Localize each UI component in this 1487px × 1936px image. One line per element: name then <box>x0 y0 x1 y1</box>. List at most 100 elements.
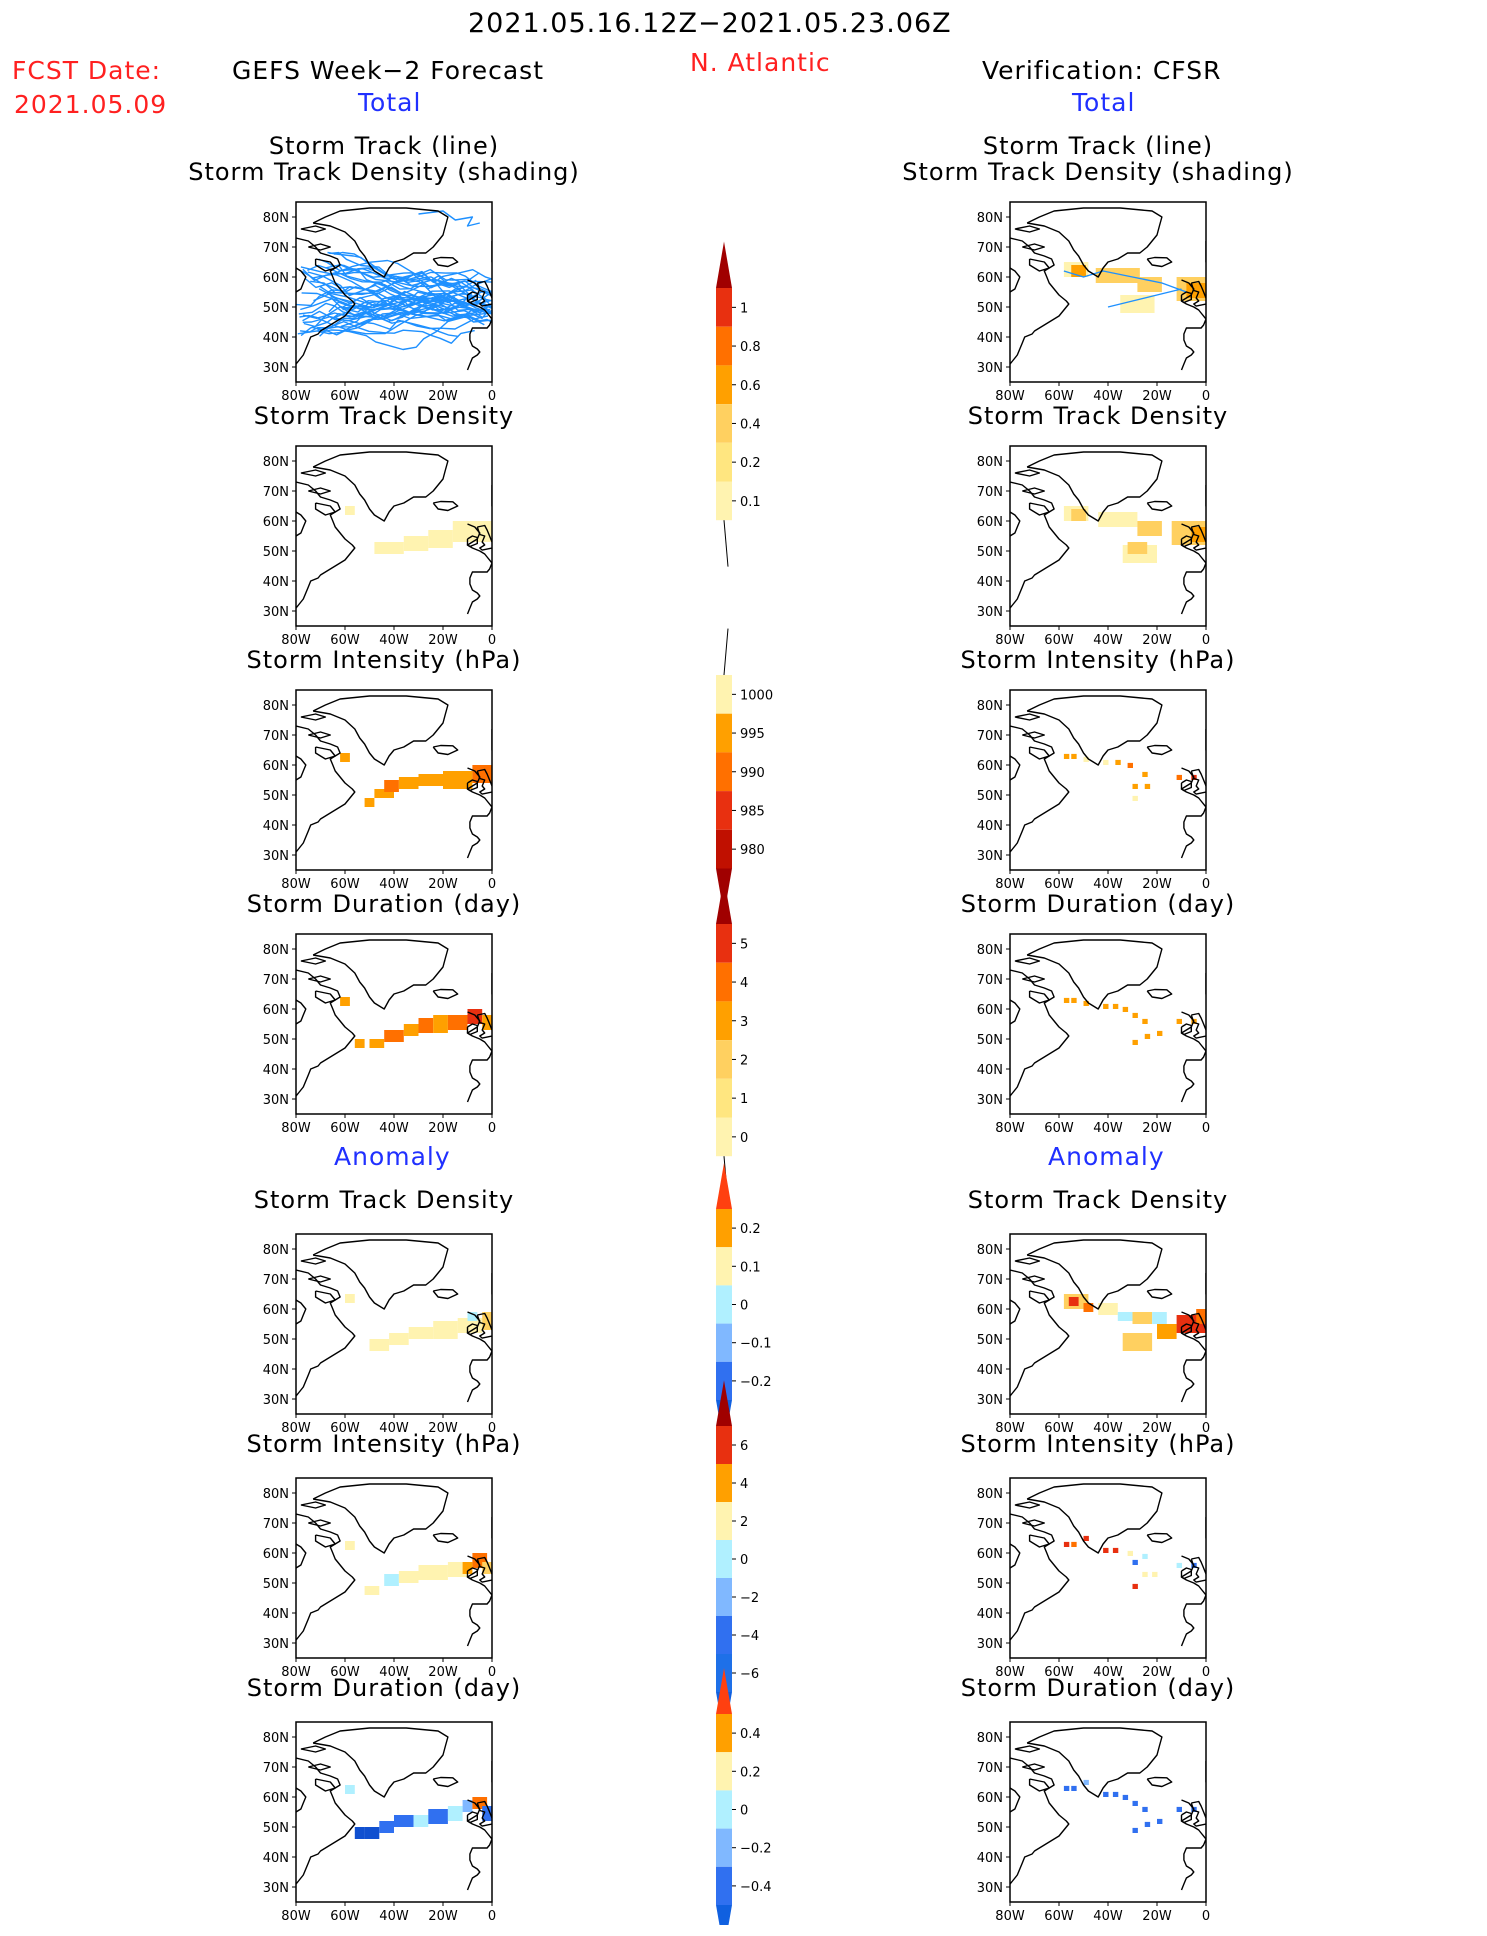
x-tick-label: 40W <box>1093 633 1123 648</box>
shaded-cell <box>443 771 473 789</box>
x-tick-label: 60W <box>1044 1121 1074 1136</box>
map-fcst-duration: 80W 60W 40W 20W 0 80N 70N 60N 50N 40N 30N <box>263 933 496 1136</box>
shaded-cell <box>1142 1571 1148 1577</box>
right-total-label: Total <box>1072 88 1136 117</box>
y-tick-label: 30N <box>263 1637 289 1652</box>
colorbar-label: 985 <box>740 804 765 819</box>
colorbar-label: 5 <box>740 937 748 952</box>
y-tick-label: 30N <box>977 1093 1003 1108</box>
map-fcst-track: 80W 60W 40W 20W 0 80N 70N 60N 50N 40N 30N <box>263 201 496 404</box>
y-tick-label: 60N <box>263 1303 289 1318</box>
colorbar-label: 1 <box>740 1092 748 1107</box>
x-tick-label: 40W <box>1093 1909 1123 1924</box>
shaded-cell <box>1071 509 1086 521</box>
x-tick-label: 80W <box>995 633 1025 648</box>
y-tick-label: 30N <box>263 361 289 376</box>
colorbar-label: 0.2 <box>740 1222 761 1237</box>
shaded-cell <box>364 1827 380 1839</box>
x-tick-label: 60W <box>1044 389 1074 404</box>
title-l1b: Storm Track Density (shading) <box>188 158 580 186</box>
colorbar-label: 2 <box>740 1053 748 1068</box>
y-tick-label: 70N <box>977 241 1003 256</box>
shaded-cell <box>1083 1779 1089 1785</box>
shaded-cell <box>482 1562 492 1574</box>
y-tick-label: 30N <box>263 605 289 620</box>
y-tick-label: 30N <box>977 1393 1003 1408</box>
shaded-cell <box>1063 997 1070 1003</box>
shaded-cell <box>345 506 355 515</box>
forecast-period: 2021.05.16.12Z−2021.05.23.06Z <box>468 8 952 39</box>
x-tick-label: 0 <box>1202 1121 1210 1136</box>
x-tick-label: 0 <box>1202 1665 1210 1680</box>
title-r1a: Storm Track (line) <box>982 132 1214 160</box>
map-fcst-intensity-anomaly: 80W 60W 40W 20W 0 80N 70N 60N 50N 40N 30N <box>263 1477 496 1680</box>
colorbar-segment <box>716 1464 732 1502</box>
x-tick-label: 20W <box>1142 1909 1172 1924</box>
colorbar-segment <box>716 1040 732 1079</box>
x-tick-label: 0 <box>488 1665 496 1680</box>
map-obs-density: 80W 60W 40W 20W 0 80N 70N 60N 50N 40N 30N <box>977 445 1210 648</box>
x-tick-label: 60W <box>1044 1421 1074 1436</box>
y-tick-label: 60N <box>263 1547 289 1562</box>
y-tick-label: 70N <box>263 1761 289 1776</box>
colorbar-segment <box>716 1001 732 1041</box>
colorbar-label: 0.1 <box>740 1260 761 1275</box>
x-tick-label: 20W <box>1142 1665 1172 1680</box>
y-tick-label: 70N <box>263 1273 289 1288</box>
shaded-cell <box>1098 512 1138 527</box>
y-tick-label: 60N <box>263 1003 289 1018</box>
colorbar-segment <box>716 1866 732 1905</box>
x-tick-label: 40W <box>379 1909 409 1924</box>
colorbar-label: 0.2 <box>740 1765 761 1780</box>
map-fcst-density-anomaly: 80W 60W 40W 20W 0 80N 70N 60N 50N 40N 30N <box>263 1233 496 1436</box>
title-l6: Storm Intensity (hPa) <box>246 1430 522 1458</box>
shaded-cell <box>384 1030 404 1042</box>
y-tick-label: 30N <box>263 1881 289 1896</box>
y-tick-label: 80N <box>263 1731 289 1746</box>
title-r7: Storm Duration (day) <box>960 1674 1236 1702</box>
x-tick-label: 20W <box>428 633 458 648</box>
colorbar-segment <box>716 752 732 792</box>
shaded-cell <box>418 1565 448 1580</box>
colorbar-segment <box>716 1502 732 1540</box>
shaded-cell <box>1142 1553 1148 1559</box>
colorbar-label: 0.4 <box>740 1727 761 1742</box>
shaded-cell <box>1132 1039 1138 1045</box>
y-tick-label: 40N <box>263 1363 289 1378</box>
colorbar-label: −0.2 <box>740 1842 772 1857</box>
colorbar-segment <box>716 1323 732 1362</box>
shaded-cell <box>433 1015 448 1033</box>
x-tick-label: 20W <box>428 389 458 404</box>
map-obs-duration-anomaly: 80W 60W 40W 20W 0 80N 70N 60N 50N 40N 30N <box>977 1721 1210 1924</box>
shaded-cell <box>1132 783 1138 789</box>
colorbar-label: −0.2 <box>740 1375 772 1390</box>
y-tick-label: 80N <box>263 1243 289 1258</box>
fcst-date-value: 2021.05.09 <box>14 90 168 119</box>
colorbar-segment <box>716 1247 732 1286</box>
shaded-cell <box>447 1806 463 1821</box>
y-tick-label: 80N <box>263 943 289 958</box>
colorbar-segment <box>716 829 732 869</box>
y-tick-label: 50N <box>977 1821 1003 1836</box>
y-tick-label: 80N <box>977 455 1003 470</box>
shaded-cell <box>418 774 443 786</box>
shaded-cell <box>408 1327 434 1339</box>
shaded-cell <box>374 789 394 798</box>
x-tick-label: 0 <box>488 389 496 404</box>
x-tick-label: 60W <box>1044 1909 1074 1924</box>
y-tick-label: 60N <box>977 1791 1003 1806</box>
x-tick-label: 40W <box>1093 877 1123 892</box>
shaded-cell <box>1112 1547 1119 1553</box>
right-column-title: Verification: CFSR <box>982 56 1222 85</box>
colorbar-label: 0 <box>740 1553 748 1568</box>
title-r6: Storm Intensity (hPa) <box>960 1430 1236 1458</box>
x-tick-label: 20W <box>1142 1421 1172 1436</box>
y-tick-label: 80N <box>263 211 289 226</box>
colorbar-label: 2 <box>740 1515 748 1530</box>
y-tick-label: 50N <box>263 1033 289 1048</box>
y-tick-label: 80N <box>977 943 1003 958</box>
y-tick-label: 70N <box>263 485 289 500</box>
x-tick-label: 60W <box>330 1421 360 1436</box>
shaded-cell <box>345 1294 355 1303</box>
colorbar-duration-anomaly: 0.4 0.2 0 −0.2 −0.4 <box>716 1668 772 1925</box>
